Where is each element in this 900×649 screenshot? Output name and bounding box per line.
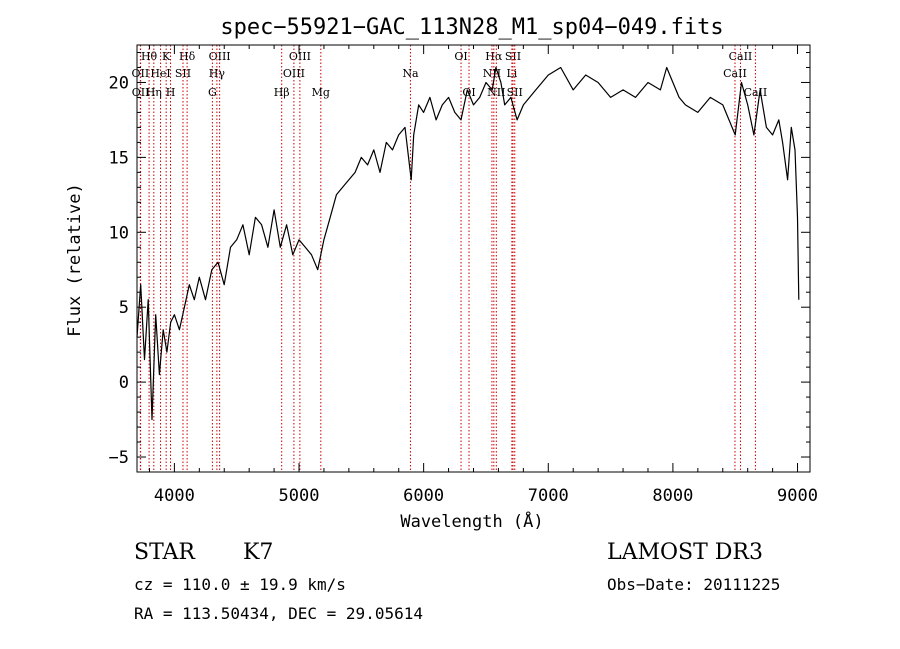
line-marker-label: HeI — [150, 67, 170, 80]
object-subclass: K7 — [243, 540, 274, 565]
line-marker-label: SII — [507, 86, 523, 99]
y-tick-label: 15 — [109, 148, 129, 168]
observation-date: Obs−Date: 20111225 — [607, 575, 781, 594]
line-marker-label: Na — [402, 67, 419, 80]
x-tick-label: 4000 — [154, 486, 195, 506]
plot-area — [136, 66, 800, 421]
redshift-velocity: cz = 110.0 ± 19.9 km/s — [134, 575, 346, 594]
line-marker-label: K — [162, 50, 171, 63]
line-marker-label: OI — [454, 50, 467, 63]
object-class: STAR — [134, 540, 195, 565]
y-axis-label: Flux (relative) — [65, 183, 85, 337]
line-marker-label: Hγ — [209, 67, 226, 80]
line-marker-label: Mg — [312, 86, 330, 99]
y-tick-label: 0 — [119, 373, 129, 393]
y-tick-label: −5 — [109, 448, 129, 468]
spectrum-series — [136, 66, 800, 421]
line-marker-label: CaII — [744, 86, 768, 99]
line-marker-label: CaII — [723, 67, 747, 80]
line-marker-label: OIII — [289, 50, 311, 63]
y-tick-label: 5 — [119, 298, 129, 318]
x-tick-label: 9000 — [777, 486, 818, 506]
coordinates: RA = 113.50434, DEC = 29.05614 — [134, 604, 423, 623]
line-marker-label: Hβ — [274, 86, 290, 99]
spectrum-chart: spec−55921−GAC_113N28_M1_sp04−049.fits H… — [65, 15, 818, 532]
line-marker-label: CaII — [729, 50, 753, 63]
line-marker-label: OII — [132, 86, 150, 99]
line-marker-label: Hα — [485, 50, 503, 63]
survey-name: LAMOST DR3 — [607, 540, 763, 565]
line-marker-label: Hθ — [141, 50, 158, 63]
line-marker-label: SII — [175, 67, 191, 80]
y-tick-label: 20 — [109, 73, 129, 93]
x-tick-label: 6000 — [403, 486, 444, 506]
line-marker-label: Hδ — [179, 50, 196, 63]
line-marker-label: Li — [506, 67, 517, 80]
line-marker-label: G — [208, 86, 217, 99]
line-marker-label: Hη — [146, 86, 162, 99]
line-marker-label: OIII — [283, 67, 305, 80]
axes: 4000 5000 6000 7000 8000 9000 −5 0 5 10 15 20 — [109, 44, 818, 506]
line-marker-label: H — [166, 86, 176, 99]
x-tick-label: 5000 — [279, 486, 320, 506]
y-tick-label: 10 — [109, 223, 129, 243]
x-tick-label: 8000 — [652, 486, 693, 506]
line-marker-label: SII — [505, 50, 521, 63]
plot-frame — [136, 44, 811, 473]
x-axis-label: Wavelength (Å) — [400, 510, 543, 532]
chart-title: spec−55921−GAC_113N28_M1_sp04−049.fits — [220, 15, 723, 40]
x-tick-label: 7000 — [528, 486, 569, 506]
line-marker-label: OIII — [209, 50, 231, 63]
